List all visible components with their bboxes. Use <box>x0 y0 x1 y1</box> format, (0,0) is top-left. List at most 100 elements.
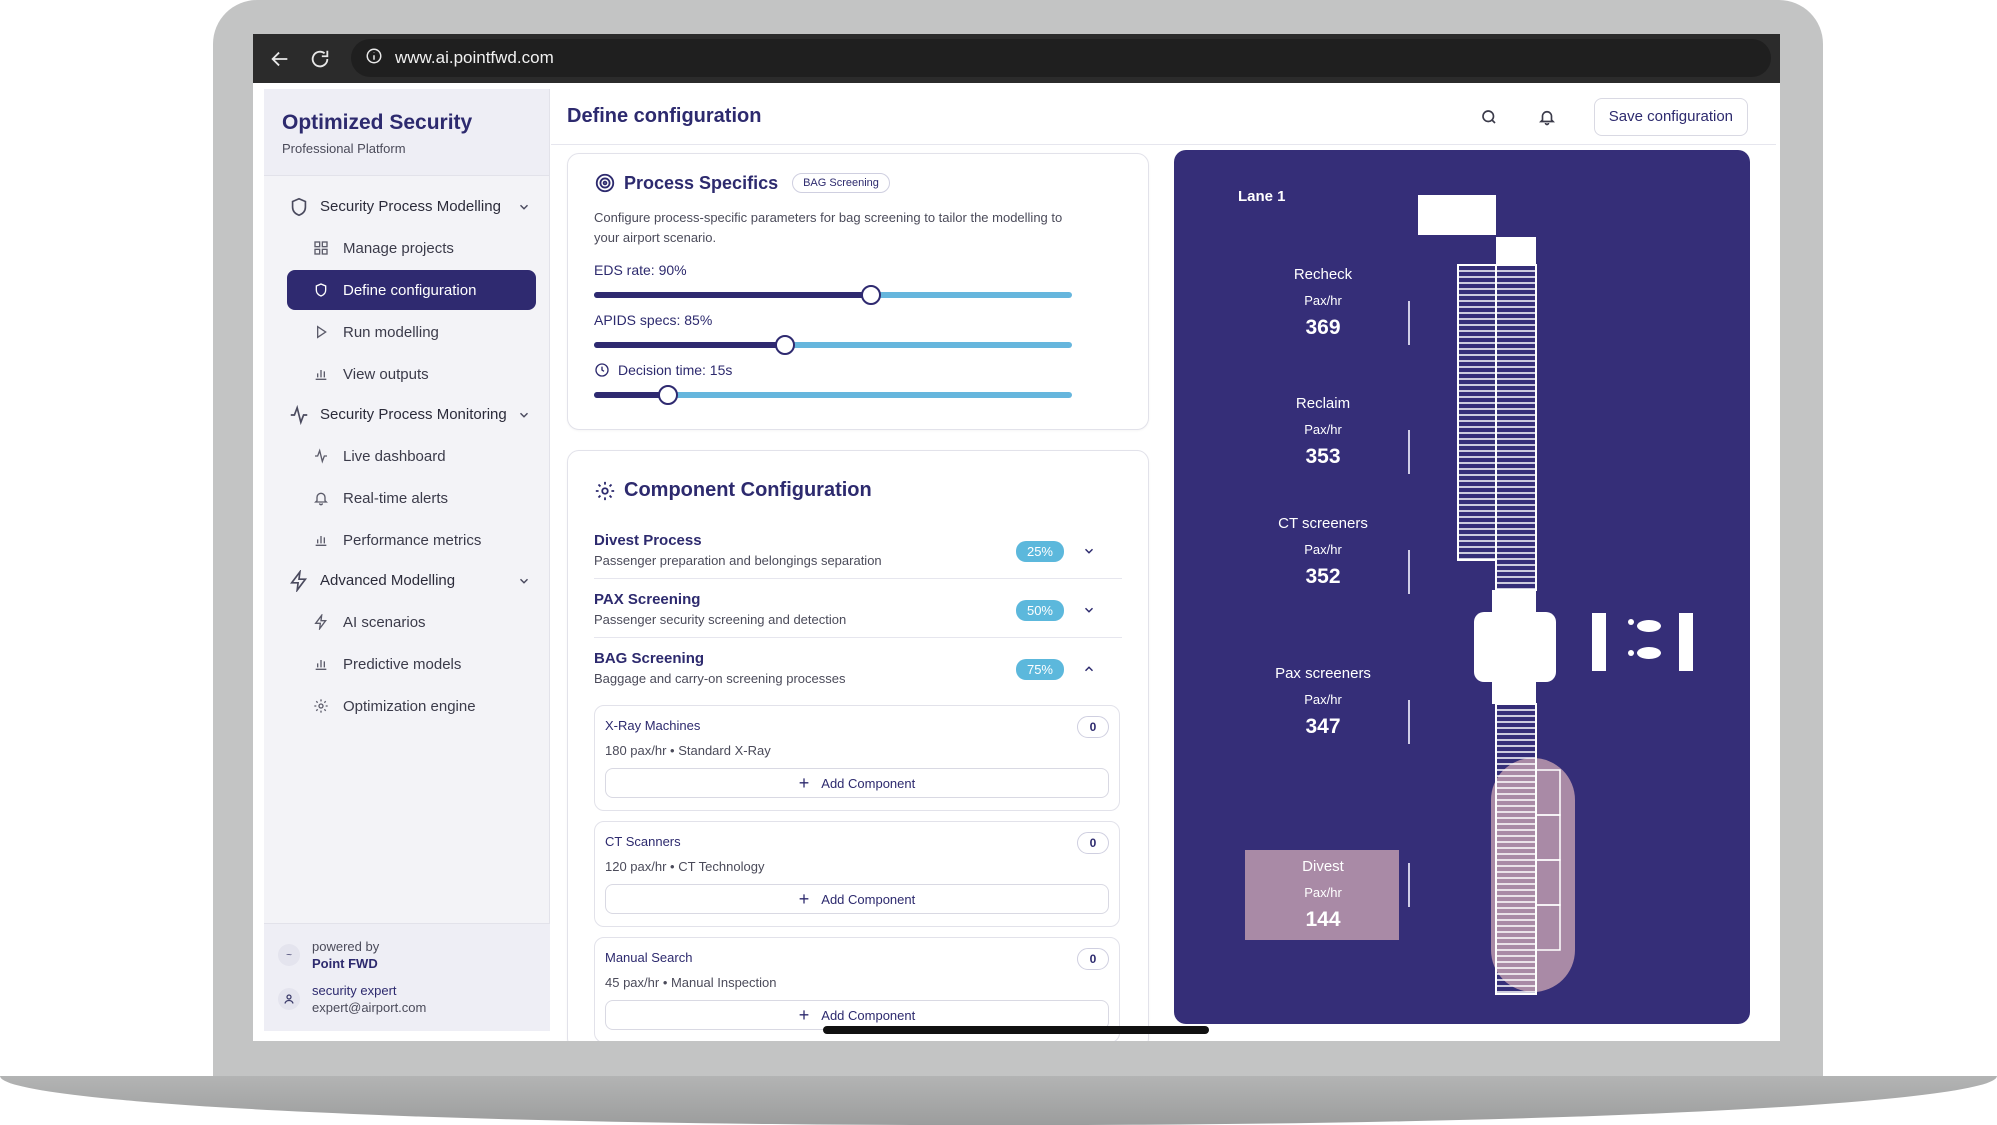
browser-bar: www.ai.pointfwd.com <box>253 34 1780 83</box>
nav-group-label: Advanced Modelling <box>320 572 456 589</box>
plus-icon: + <box>798 1005 810 1025</box>
sidebar-item-label: Manage projects <box>343 239 454 257</box>
slider-thumb[interactable] <box>861 285 882 305</box>
save-configuration-button[interactable]: Save configuration <box>1593 97 1748 136</box>
stat-name: CT screeners <box>1278 515 1368 532</box>
back-icon[interactable] <box>267 46 293 72</box>
stat-name: Divest <box>1302 858 1344 875</box>
sidebar-item-optimization-engine[interactable]: Optimization engine <box>287 686 536 726</box>
add-component-label: Add Component <box>821 891 916 907</box>
chevron-down-icon[interactable] <box>517 574 531 588</box>
sidebar-item-label: Run modelling <box>343 323 439 341</box>
chevron-down-icon[interactable] <box>1082 603 1096 617</box>
sidebar-item-real-time-alerts[interactable]: Real-time alerts <box>287 478 536 518</box>
shield-icon <box>315 283 327 297</box>
sidebar-item-define-configuration[interactable]: Define configuration <box>287 270 536 310</box>
component-configuration-header: Component Configuration <box>594 479 1122 502</box>
chevron-down-icon[interactable] <box>517 408 531 422</box>
component-row-pax-screening[interactable]: PAX Screening Passenger security screeni… <box>594 579 1122 638</box>
add-component-button[interactable]: + Add Component <box>605 1000 1109 1030</box>
stat-unit: Pax/hr <box>1304 422 1342 437</box>
component-row-name: Divest Process <box>594 532 702 549</box>
eds-rate-slider[interactable] <box>594 285 1072 305</box>
reload-icon[interactable] <box>307 46 333 72</box>
body-scanner-left <box>1592 613 1606 671</box>
sidebar-item-view-outputs[interactable]: View outputs <box>287 354 536 394</box>
add-component-button[interactable]: + Add Component <box>605 884 1109 914</box>
lane-visualization: Lane 1 Recheck Pax/hr 369 Reclaim Pax/hr… <box>1174 150 1750 1024</box>
sidebar-item-label: Optimization engine <box>343 697 476 715</box>
sidebar-item-label: Define configuration <box>343 281 477 299</box>
component-meta: 180 pax/hr • Standard X-Ray <box>605 743 771 758</box>
process-badge: BAG Screening <box>792 173 890 193</box>
component-rows: Divest Process Passenger preparation and… <box>594 520 1122 697</box>
chevron-up-icon[interactable] <box>1082 662 1096 676</box>
sidebar-item-performance-metrics[interactable]: Performance metrics <box>287 520 536 560</box>
component-row-divest[interactable]: Divest Process Passenger preparation and… <box>594 520 1122 579</box>
component-card-ct: CT Scanners 120 pax/hr • CT Technology 0… <box>594 821 1120 927</box>
slider-thumb[interactable] <box>658 385 679 405</box>
bar-chart-icon <box>315 370 327 380</box>
activity-icon <box>290 404 308 426</box>
ct-scanner <box>1474 612 1556 682</box>
search-icon[interactable] <box>1478 106 1500 128</box>
stat-tick <box>1408 700 1410 744</box>
component-row-name: PAX Screening <box>594 591 701 608</box>
divest-pod <box>1491 758 1575 992</box>
decision-time-slider[interactable] <box>594 385 1072 405</box>
stat-tick <box>1408 550 1410 594</box>
user-icon <box>278 988 300 1010</box>
stat-unit: Pax/hr <box>1304 293 1342 308</box>
divest-highlight <box>1245 850 1399 940</box>
address-bar[interactable]: www.ai.pointfwd.com <box>351 39 1771 77</box>
process-specifics-card: Process Specifics BAG Screening Configur… <box>567 153 1149 430</box>
apids-specs-slider[interactable] <box>594 335 1072 355</box>
nav-group-label: Security Process Modelling <box>320 198 501 215</box>
sidebar-item-manage-projects[interactable]: Manage projects <box>287 228 536 268</box>
sidebar-item-predictive-models[interactable]: Predictive models <box>287 644 536 684</box>
sidebar-item-live-dashboard[interactable]: Live dashboard <box>287 436 536 476</box>
slider-thumb[interactable] <box>775 335 796 355</box>
stat-recheck: Recheck Pax/hr 369 <box>1258 266 1388 340</box>
process-specifics-title: Process Specifics <box>624 172 779 193</box>
sidebar-item-label: Live dashboard <box>343 447 446 465</box>
chevron-down-icon[interactable] <box>1082 544 1096 558</box>
component-meta: 45 pax/hr • Manual Inspection <box>605 975 777 990</box>
component-count: 0 <box>1077 832 1109 854</box>
stat-divest: Divest Pax/hr 144 <box>1258 858 1388 932</box>
point-fwd-logo-icon: ~ <box>278 944 300 966</box>
bell-icon[interactable] <box>1536 106 1558 128</box>
nav-group-security-process-modelling[interactable]: Security Process Modelling <box>264 188 549 226</box>
stat-unit: Pax/hr <box>1304 885 1342 900</box>
sidebar-item-label: Performance metrics <box>343 531 482 549</box>
sidebar: Optimized Security Professional Platform… <box>264 89 550 1031</box>
nav-group-advanced-modelling[interactable]: Advanced Modelling <box>264 562 549 600</box>
target-icon <box>595 173 615 193</box>
gear-icon <box>314 699 328 713</box>
nav-group-label: Security Process Monitoring <box>320 406 507 423</box>
gear-icon <box>595 481 615 500</box>
play-icon <box>317 325 327 339</box>
add-component-button[interactable]: + Add Component <box>605 768 1109 798</box>
brand: Optimized Security Professional Platform <box>264 89 549 176</box>
bag-components-list: X-Ray Machines 180 pax/hr • Standard X-R… <box>594 705 1122 1041</box>
stat-tick <box>1408 301 1410 345</box>
lane-diagram <box>1418 195 1693 995</box>
roller-belts <box>1457 264 1561 995</box>
sidebar-item-ai-scenarios[interactable]: AI scenarios <box>287 602 536 642</box>
sidebar-item-label: Real-time alerts <box>343 489 449 507</box>
body-scanner-right <box>1679 613 1693 671</box>
nav-group-security-process-monitoring[interactable]: Security Process Monitoring <box>264 396 549 434</box>
process-specifics-description: Configure process-specific parameters fo… <box>594 210 1063 245</box>
brand-title: Optimized Security <box>282 111 473 134</box>
sidebar-item-run-modelling[interactable]: Run modelling <box>287 312 536 352</box>
site-info-icon[interactable] <box>365 47 383 70</box>
component-name: X-Ray Machines <box>605 718 701 733</box>
stat-value: 353 <box>1305 445 1341 468</box>
laptop-base <box>0 1076 1997 1125</box>
footprints-icon <box>1628 619 1661 659</box>
component-count: 0 <box>1077 948 1109 970</box>
component-row-bag-screening[interactable]: BAG Screening Baggage and carry-on scree… <box>594 638 1122 697</box>
chevron-down-icon[interactable] <box>517 200 531 214</box>
user-profile[interactable]: security expert expert@airport.com <box>278 982 536 1016</box>
